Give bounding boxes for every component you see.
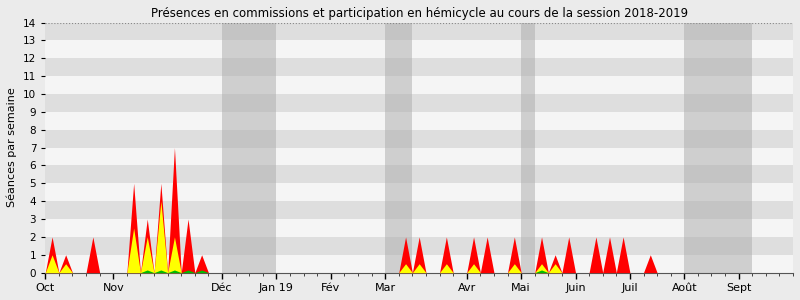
- Bar: [385, 22, 412, 273]
- Bar: [521, 22, 534, 273]
- Bar: [222, 22, 277, 273]
- Y-axis label: Séances par semaine: Séances par semaine: [7, 88, 18, 207]
- Bar: [46, 255, 793, 273]
- Title: Présences en commissions et participation en hémicycle au cours de la session 20: Présences en commissions et participatio…: [150, 7, 688, 20]
- Bar: [46, 22, 793, 40]
- Bar: [46, 219, 793, 237]
- Bar: [46, 76, 793, 94]
- Bar: [46, 148, 793, 165]
- Bar: [46, 58, 793, 76]
- Bar: [46, 40, 793, 58]
- Bar: [46, 165, 793, 183]
- Bar: [46, 94, 793, 112]
- Bar: [711, 22, 752, 273]
- Bar: [46, 130, 793, 148]
- Bar: [684, 22, 711, 273]
- Bar: [46, 112, 793, 130]
- Bar: [46, 183, 793, 201]
- Bar: [46, 237, 793, 255]
- Bar: [46, 201, 793, 219]
